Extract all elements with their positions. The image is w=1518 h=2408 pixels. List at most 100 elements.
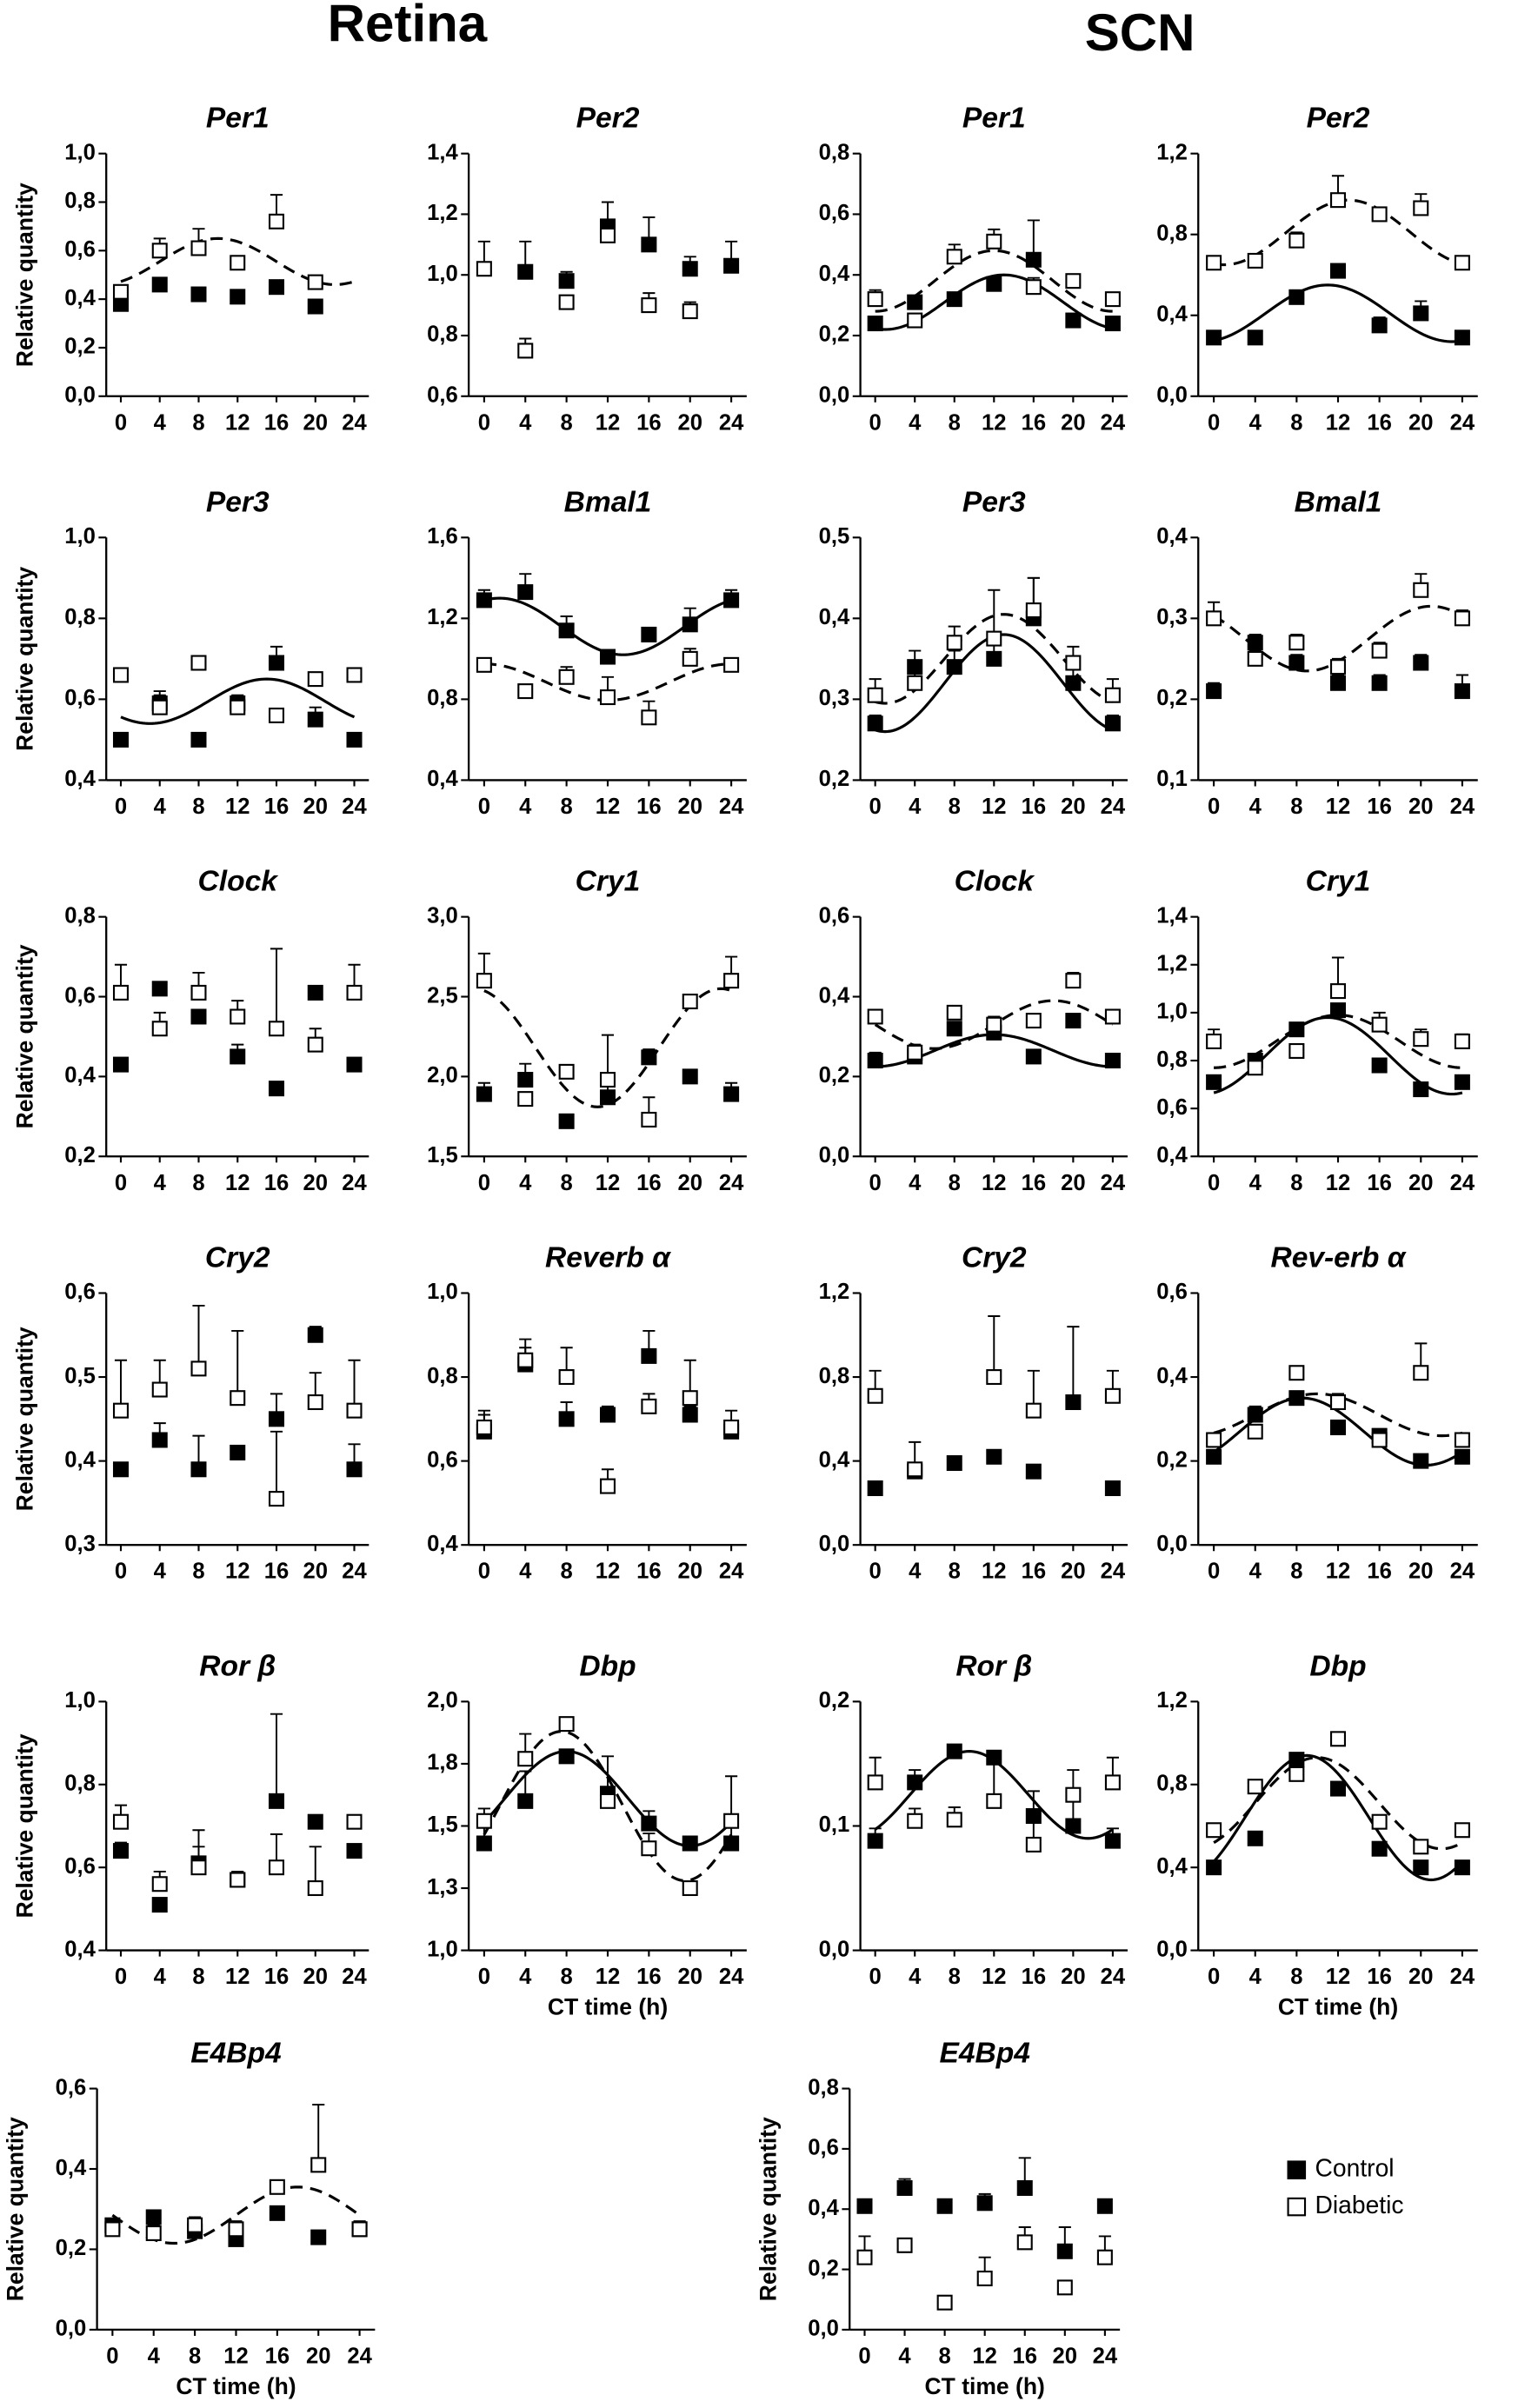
x-tick-label: 8 <box>949 795 961 819</box>
x-tick-label: 4 <box>909 410 922 435</box>
fit-curve <box>120 677 356 725</box>
data-point <box>1413 1859 1429 1876</box>
x-tick-label: 20 <box>677 1965 702 1989</box>
data-point <box>1247 650 1263 667</box>
data-point <box>558 1113 575 1129</box>
data-point <box>986 1793 1002 1809</box>
y-tick-label: 1,2 <box>1156 1688 1188 1713</box>
data-point <box>346 1402 363 1419</box>
data-point <box>946 635 962 651</box>
data-point <box>1413 582 1429 598</box>
data-point <box>151 1381 168 1398</box>
panel-title: Per2 <box>576 103 640 135</box>
data-point <box>1247 1830 1263 1846</box>
x-tick-label: 4 <box>909 1965 922 1989</box>
y-tick-label: 0,6 <box>427 383 458 408</box>
data-point <box>896 2237 913 2253</box>
y-tick-label: 0,2 <box>56 2236 87 2260</box>
data-point <box>946 1021 962 1037</box>
y-tick-label: 0,0 <box>819 383 850 408</box>
data-point <box>1329 1731 1347 1747</box>
data-point <box>682 1390 698 1407</box>
data-point <box>1329 1780 1347 1797</box>
data-point <box>476 1419 492 1435</box>
x-tick-label: 0 <box>478 1965 490 1989</box>
x-tick-label: 12 <box>982 1965 1007 1989</box>
data-point <box>723 1813 740 1829</box>
data-point <box>346 1843 363 1859</box>
y-tick-label: 0,0 <box>819 1532 850 1556</box>
x-tick-label: 0 <box>1208 1560 1220 1584</box>
x-tick-label: 12 <box>982 1171 1007 1195</box>
y-tick-label: 0,6 <box>64 686 96 710</box>
y-tick-label: 2,0 <box>427 1063 458 1088</box>
data-point <box>230 1048 246 1065</box>
data-point <box>268 655 285 671</box>
panel-title: Bmal1 <box>564 486 652 518</box>
data-point <box>1413 1453 1429 1469</box>
data-point <box>517 1793 534 1809</box>
y-tick-label: 0,8 <box>64 1772 96 1796</box>
data-point <box>346 667 363 683</box>
data-point <box>641 297 657 314</box>
data-point <box>1104 1008 1121 1025</box>
panel-title: E4Bp4 <box>190 2038 282 2070</box>
data-point <box>1104 316 1121 332</box>
y-tick-label: 1,8 <box>427 1751 458 1775</box>
y-tick-label: 1,2 <box>427 605 458 629</box>
x-tick-label: 0 <box>869 795 882 819</box>
data-point <box>936 2294 953 2311</box>
data-point <box>641 626 657 642</box>
data-point <box>151 1432 168 1448</box>
data-point <box>682 616 698 633</box>
data-point <box>1096 2249 1113 2265</box>
data-point <box>1104 1052 1121 1069</box>
data-point <box>986 630 1002 647</box>
data-point <box>907 675 923 691</box>
data-point <box>907 1774 923 1791</box>
x-tick-label: 20 <box>1408 1171 1434 1195</box>
x-tick-label: 16 <box>1367 795 1392 819</box>
data-point <box>867 1774 883 1791</box>
data-point <box>1104 1833 1121 1849</box>
error-bar <box>270 948 283 1029</box>
panel-title: Bmal1 <box>1295 486 1382 518</box>
data-point <box>1104 687 1121 703</box>
y-tick-label: 0,6 <box>64 1854 96 1879</box>
data-point <box>230 1008 246 1025</box>
x-tick-label: 0 <box>478 410 490 435</box>
data-point <box>307 1394 323 1411</box>
data-point <box>1288 232 1305 249</box>
y-tick-label: 0,4 <box>64 286 96 310</box>
x-tick-label: 12 <box>596 795 621 819</box>
data-point <box>190 1859 207 1876</box>
data-point <box>723 1419 740 1435</box>
data-point <box>1056 2279 1073 2296</box>
x-tick-label: 24 <box>1450 1171 1475 1195</box>
x-tick-label: 8 <box>560 1171 572 1195</box>
x-tick-label: 20 <box>1408 795 1434 819</box>
data-point <box>268 1021 285 1037</box>
x-tick-label: 12 <box>596 410 621 435</box>
data-point <box>307 1813 323 1830</box>
data-point <box>517 1352 534 1368</box>
data-point <box>867 1387 883 1404</box>
x-tick-label: 12 <box>225 1171 250 1195</box>
y-tick-label: 0,4 <box>819 1447 850 1472</box>
x-tick-label: 24 <box>342 1171 367 1195</box>
data-point <box>307 1036 323 1053</box>
x-tick-label: 20 <box>1408 1965 1434 1989</box>
x-tick-label: 24 <box>1450 1965 1475 1989</box>
panel-title: Per2 <box>1307 103 1370 135</box>
y-tick-label: 1,0 <box>427 262 458 286</box>
data-point <box>1025 1013 1042 1029</box>
x-tick-label: 0 <box>858 2344 870 2368</box>
data-point <box>599 1407 616 1423</box>
data-point <box>145 2209 162 2225</box>
x-tick-label: 8 <box>189 2344 201 2368</box>
data-point <box>1413 655 1429 671</box>
x-tick-label: 20 <box>1053 2344 1078 2368</box>
x-axis-label: CT time (h) <box>548 1994 668 2020</box>
x-tick-label: 0 <box>869 1171 882 1195</box>
